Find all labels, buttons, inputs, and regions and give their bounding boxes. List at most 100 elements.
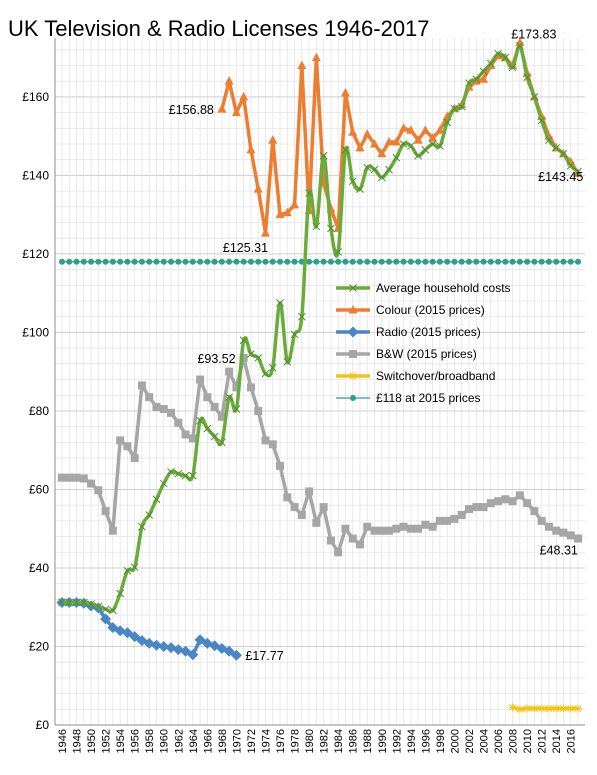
data-point-circle [458,258,465,265]
data-point-x [370,165,379,174]
data-point-circle [524,258,531,265]
data-point-triangle [384,137,394,146]
data-point-x [116,589,124,598]
y-tick-label: £60 [29,482,49,496]
data-point-diamond [150,639,162,651]
data-point-x [72,598,81,607]
x-tick-label: 1972 [246,729,258,753]
data-point-x [508,63,517,72]
data-point-x [174,469,183,478]
data-point-circle [284,258,291,265]
data-point-circle [350,395,356,401]
data-point-circle [429,258,436,265]
data-point-triangle [413,135,423,144]
data-point-x [472,75,481,84]
data-point-square [246,383,255,392]
data-point-x [457,102,466,111]
x-tick-label: 1994 [406,729,418,753]
data-point-circle [124,258,131,265]
data-point-circle [73,258,80,265]
data-point-circle [531,258,538,265]
data-point-x [574,167,582,176]
data-point-square [479,503,488,512]
data-point-x [406,142,415,150]
data-point-square [101,507,110,516]
x-tick-label: 1954 [115,729,127,753]
data-point-circle [400,258,407,265]
x-tick-label: 1992 [391,729,403,753]
data-point-circle [356,258,363,265]
data-point-x [181,471,190,480]
data-point-circle [313,258,320,265]
data-point-circle [211,258,218,265]
x-tick-label: 1998 [435,729,447,753]
data-point-square [152,403,161,412]
data-point-circle [495,258,502,265]
data-point-circle [567,258,574,265]
data-point-square [130,454,139,463]
x-tick-label: 2014 [551,729,563,753]
data-point-triangle [239,91,249,101]
data-point-triangle [348,127,358,136]
x-tick-label: 1950 [86,729,98,753]
data-point-circle [378,258,385,265]
data-point-x [377,173,386,182]
data-point-x [341,146,350,154]
data-point-x [392,153,401,162]
data-point-circle [218,258,225,265]
data-point-x [319,151,328,160]
legend-label: Radio (2015 prices) [376,325,481,339]
data-point-x [552,144,561,152]
data-point-circle [240,258,247,265]
x-tick-label: 2016 [566,729,578,753]
data-point-x [566,161,575,170]
data-point-circle [451,258,458,265]
data-point-x [152,495,161,504]
data-point-x [421,146,430,154]
data-point-square [276,461,285,470]
data-point-circle [277,258,284,265]
data-point-diamond [223,645,235,657]
data-point-circle [444,258,451,265]
data-point-square [254,406,263,415]
data-point-x [159,479,168,488]
value-label: £143.45 [538,170,583,184]
data-point-square [58,473,66,482]
x-tick-label: 2010 [522,729,534,753]
y-tick-label: £160 [22,90,49,104]
data-point-x [479,67,488,76]
data-point-circle [182,258,189,265]
data-point-circle [109,258,116,265]
data-point-diamond [347,326,359,338]
data-point-square [435,516,444,525]
data-point-x [450,104,459,113]
data-point-circle [88,258,95,265]
data-point-circle [320,258,327,265]
data-point-x [94,602,103,611]
y-tick-label: £100 [22,325,49,339]
data-point-x [327,224,335,233]
data-point-triangle [428,133,438,142]
data-point-triangle [311,52,321,62]
plot-grid [55,38,585,726]
data-point-x [494,49,502,58]
data-point-diamond [158,640,170,652]
data-point-circle [553,258,560,265]
data-point-circle [204,258,211,265]
legend-label: £118 at 2015 prices [376,391,481,405]
chart-legend: Average household costs Colour (2015 pric… [336,281,511,405]
x-tick-label: 1974 [260,729,272,753]
legend-item-switchover-broadband: Switchover/broadband [336,369,495,383]
data-point-diamond [187,649,199,661]
data-point-circle [95,258,102,265]
data-point-triangle [231,107,241,117]
x-tick-label: 1976 [275,729,287,753]
data-point-square [326,536,335,545]
data-point-square [370,526,379,535]
data-point-square [363,522,372,531]
data-point-square [268,440,277,449]
data-point-triangle [290,199,300,209]
data-point-x [167,467,175,476]
data-point-square [137,381,146,390]
data-point-square [94,486,103,495]
